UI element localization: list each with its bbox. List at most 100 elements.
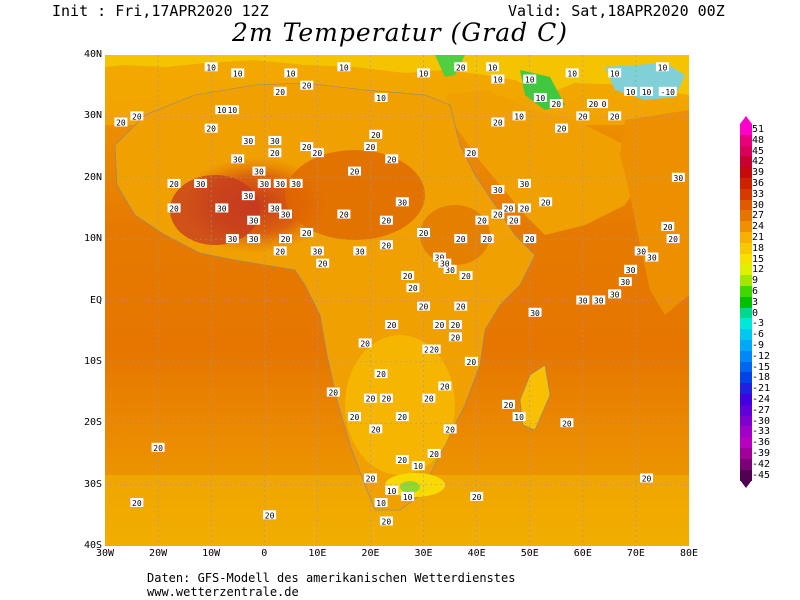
temp-value-label: 20 <box>507 215 521 226</box>
longitude-label: 80E <box>679 548 699 559</box>
svg-text:10: 10 <box>339 63 349 72</box>
colorbar-label: -39 <box>752 448 771 459</box>
temp-value-label: 20 <box>666 234 680 244</box>
colorbar-segment <box>740 124 752 136</box>
svg-text:20: 20 <box>339 211 349 220</box>
svg-text:30: 30 <box>647 254 657 263</box>
temp-value-label: 10 <box>624 86 638 97</box>
svg-text:10: 10 <box>525 76 535 85</box>
temp-value-label: 30 <box>241 191 255 201</box>
temp-value-label: 20 <box>310 148 324 158</box>
temp-value-label: 20 <box>204 123 218 134</box>
temp-value-label: 30 <box>257 178 271 189</box>
temp-value-label: 30 <box>443 264 457 275</box>
temp-value-label: 20 <box>608 111 622 121</box>
temp-value-label: 20 <box>379 215 393 226</box>
svg-text:10: 10 <box>376 499 386 508</box>
svg-text:20: 20 <box>467 149 477 158</box>
svg-text:20: 20 <box>403 272 413 281</box>
svg-text:10: 10 <box>228 106 238 115</box>
colorbar-segment <box>740 383 752 395</box>
temp-value-label: 20 <box>470 491 484 502</box>
colorbar-label: -18 <box>752 372 771 384</box>
temp-value-label: 10 <box>533 92 547 103</box>
temp-value-label: 20 <box>464 356 478 367</box>
temp-value-label: 10 <box>231 68 245 78</box>
colorbar-label: -21 <box>752 383 771 395</box>
central-sahel-warm <box>285 150 425 240</box>
temp-value-label: 30 <box>624 264 638 275</box>
svg-text:20: 20 <box>302 143 312 152</box>
colorbar-label: 21 <box>752 232 765 243</box>
colorbar-segment <box>740 210 752 222</box>
svg-text:10: 10 <box>493 76 503 85</box>
temp-value-label: 10 <box>491 74 505 85</box>
temp-value-label: 20 <box>114 117 128 128</box>
svg-text:20: 20 <box>472 493 482 502</box>
colorbar-label: 45 <box>752 145 765 157</box>
svg-text:20: 20 <box>419 229 429 238</box>
temp-value-label: 30 <box>231 154 245 164</box>
svg-text:30: 30 <box>445 266 455 275</box>
colorbar-label: 30 <box>752 199 765 211</box>
temp-value-label: 20 <box>348 166 362 177</box>
temp-value-label: 10 <box>640 86 654 97</box>
temp-value-label: 30 <box>225 234 239 244</box>
svg-text:30: 30 <box>249 235 259 244</box>
temp-value-label: 20 <box>480 234 494 244</box>
colorbar-segment <box>740 286 752 298</box>
svg-text:30: 30 <box>636 247 646 256</box>
svg-text:20: 20 <box>461 272 471 281</box>
latitude-label: 40N <box>83 49 102 60</box>
temp-value-label: 20 <box>151 442 165 453</box>
svg-text:20: 20 <box>318 260 328 269</box>
colorbar-segment <box>740 242 752 255</box>
svg-text:30: 30 <box>435 254 445 263</box>
colorbar-bottom-arrow <box>740 480 752 489</box>
temp-value-label: 20 <box>661 221 675 232</box>
longitude-label: 0 <box>261 548 268 559</box>
temp-value-label: 20 <box>459 270 473 281</box>
temp-value-label: 10 <box>374 92 388 103</box>
temp-value-label: 30 <box>268 203 282 213</box>
colorbar-segment <box>740 296 752 309</box>
southern-africa-mild <box>345 335 455 475</box>
svg-text:20: 20 <box>456 63 466 72</box>
temp-value-label: 10 <box>204 62 218 72</box>
svg-text:20: 20 <box>520 204 530 213</box>
colorbar-segment <box>740 134 752 147</box>
temp-value-label: 20 <box>263 510 277 520</box>
longitude-label: 30W <box>95 548 115 559</box>
temp-value-label: 20 <box>379 393 393 404</box>
longitude-label: 10W <box>202 548 221 559</box>
svg-text:30: 30 <box>244 137 254 146</box>
svg-text:10: 10 <box>626 88 636 97</box>
temp-value-label: 20 <box>130 111 144 121</box>
colorbar-label: 27 <box>752 210 765 222</box>
temp-value-label: 20 <box>273 246 287 256</box>
temp-value-label: 20 <box>464 148 478 158</box>
temp-value-label: 30 <box>528 307 542 318</box>
svg-text:20: 20 <box>456 235 466 244</box>
temp-value-label: 30 <box>608 289 622 299</box>
colorbar-segment <box>740 253 752 265</box>
init-time: Init : Fri,17APR2020 12Z <box>52 2 269 20</box>
svg-text:20: 20 <box>350 168 360 177</box>
temp-value-label: 10 <box>374 498 388 508</box>
svg-text:20: 20 <box>525 235 535 244</box>
longitude-label: 70E <box>626 548 645 559</box>
svg-text:10: 10 <box>514 413 524 422</box>
svg-text:20: 20 <box>382 217 392 226</box>
temp-value-label: 30 <box>268 135 282 146</box>
svg-text:20: 20 <box>424 395 434 404</box>
temp-value-label: 30 <box>241 135 255 146</box>
temp-value-label: 10 <box>225 105 239 115</box>
svg-text:20: 20 <box>153 444 163 453</box>
colorbar-segment <box>740 404 752 417</box>
colorbar-segment <box>740 426 752 438</box>
colorbar-segment <box>740 307 752 319</box>
colorbar-label: 33 <box>752 188 765 200</box>
svg-text:20: 20 <box>366 474 376 483</box>
